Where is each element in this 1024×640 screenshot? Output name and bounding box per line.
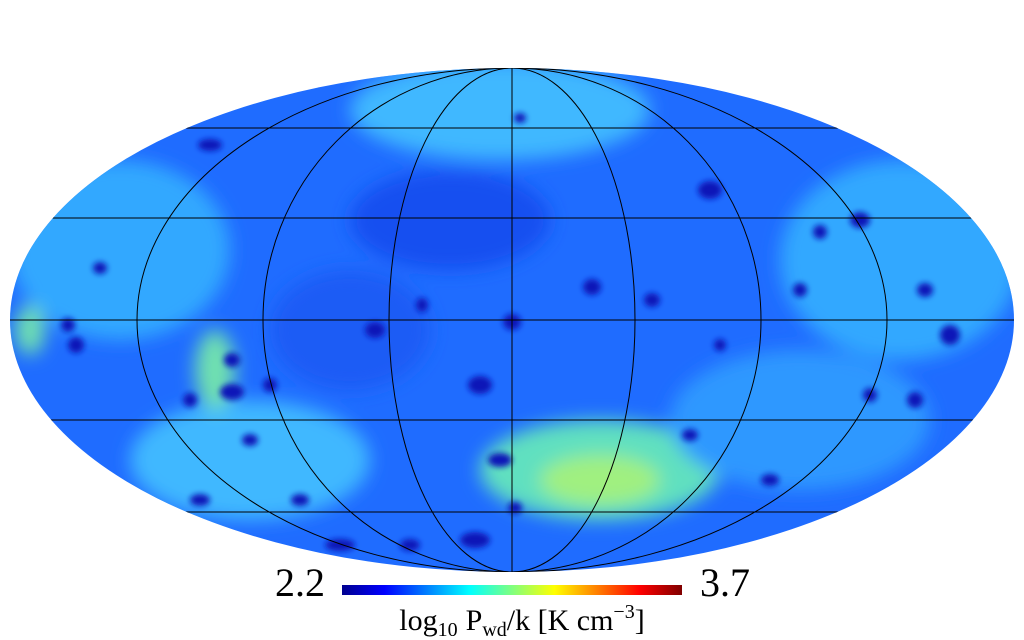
- colorbar-label: log10 Pwd/k [K cm−3]: [399, 601, 644, 640]
- label-p-sub: wd: [482, 619, 506, 640]
- label-exp: −3: [613, 601, 634, 623]
- label-rest: /k [K cm: [507, 604, 614, 637]
- bright-patches: [10, 68, 1014, 520]
- label-p: P: [466, 604, 483, 637]
- sky-map: [10, 68, 1014, 572]
- label-end: ]: [635, 604, 645, 637]
- label-log-sub: 10: [438, 619, 458, 640]
- colorbar: [342, 585, 682, 595]
- dark-spots: [61, 113, 960, 551]
- colorbar-min: 2.2: [275, 560, 325, 605]
- label-log: log: [399, 604, 437, 637]
- graticule: [10, 68, 1014, 572]
- colorbar-max: 3.7: [700, 560, 750, 605]
